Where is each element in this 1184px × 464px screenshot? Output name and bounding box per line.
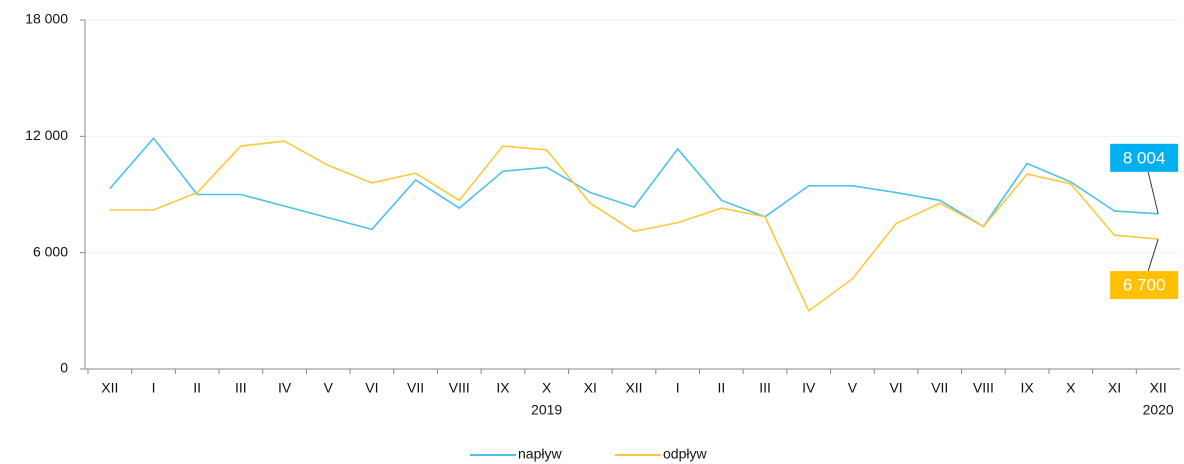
y-tick-label: 0 <box>60 360 68 376</box>
x-tick-label: V <box>848 380 858 396</box>
x-tick-label: XII <box>1150 380 1167 396</box>
x-tick-label: II <box>717 380 725 396</box>
x-tick-label: V <box>324 380 334 396</box>
year-label: 2020 <box>1143 402 1174 418</box>
x-tick-label: II <box>193 380 201 396</box>
line <box>109 140 1159 313</box>
x-tick-label: XI <box>584 380 597 396</box>
x-tick-label: VI <box>889 380 902 396</box>
x-tick-label: IX <box>496 380 510 396</box>
year-label: 2019 <box>531 402 562 418</box>
x-tick-label: VII <box>407 380 424 396</box>
line <box>109 137 1159 231</box>
x-tick-label: IV <box>278 380 292 396</box>
x-tick-label: VIII <box>449 380 470 396</box>
callout-box <box>1110 143 1179 172</box>
callout-box <box>1110 271 1179 300</box>
x-tick-label: VIII <box>973 380 994 396</box>
value-label: 8 004 <box>1123 148 1166 167</box>
x-tick-label: I <box>152 380 156 396</box>
x-tick-label: III <box>235 380 247 396</box>
x-tick-label: X <box>542 380 552 396</box>
callout-line <box>1147 238 1159 272</box>
legend-label: napływ <box>518 446 562 462</box>
y-tick-label: 18 000 <box>25 11 68 27</box>
x-tick-label: XI <box>1108 380 1121 396</box>
x-tick-label: III <box>759 380 771 396</box>
x-tick-label: XII <box>625 380 642 396</box>
callout-line <box>1147 171 1159 214</box>
x-tick-label: IV <box>802 380 816 396</box>
x-tick-label: VI <box>365 380 378 396</box>
value-label: 6 700 <box>1123 276 1166 295</box>
x-tick-label: XII <box>101 380 118 396</box>
legend-label: odpływ <box>663 446 707 462</box>
x-tick-label: VII <box>931 380 948 396</box>
x-tick-label: X <box>1066 380 1076 396</box>
y-tick-label: 6 000 <box>33 243 68 259</box>
x-tick-label: I <box>676 380 680 396</box>
y-tick-label: 12 000 <box>25 127 68 143</box>
x-tick-label: IX <box>1021 380 1035 396</box>
